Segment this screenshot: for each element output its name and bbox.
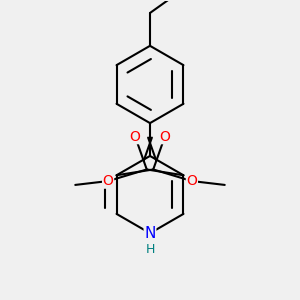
Text: N: N — [144, 226, 156, 241]
Text: H: H — [145, 243, 155, 256]
Text: O: O — [130, 130, 141, 144]
Text: O: O — [186, 174, 197, 188]
Text: O: O — [159, 130, 170, 144]
Text: O: O — [103, 174, 114, 188]
